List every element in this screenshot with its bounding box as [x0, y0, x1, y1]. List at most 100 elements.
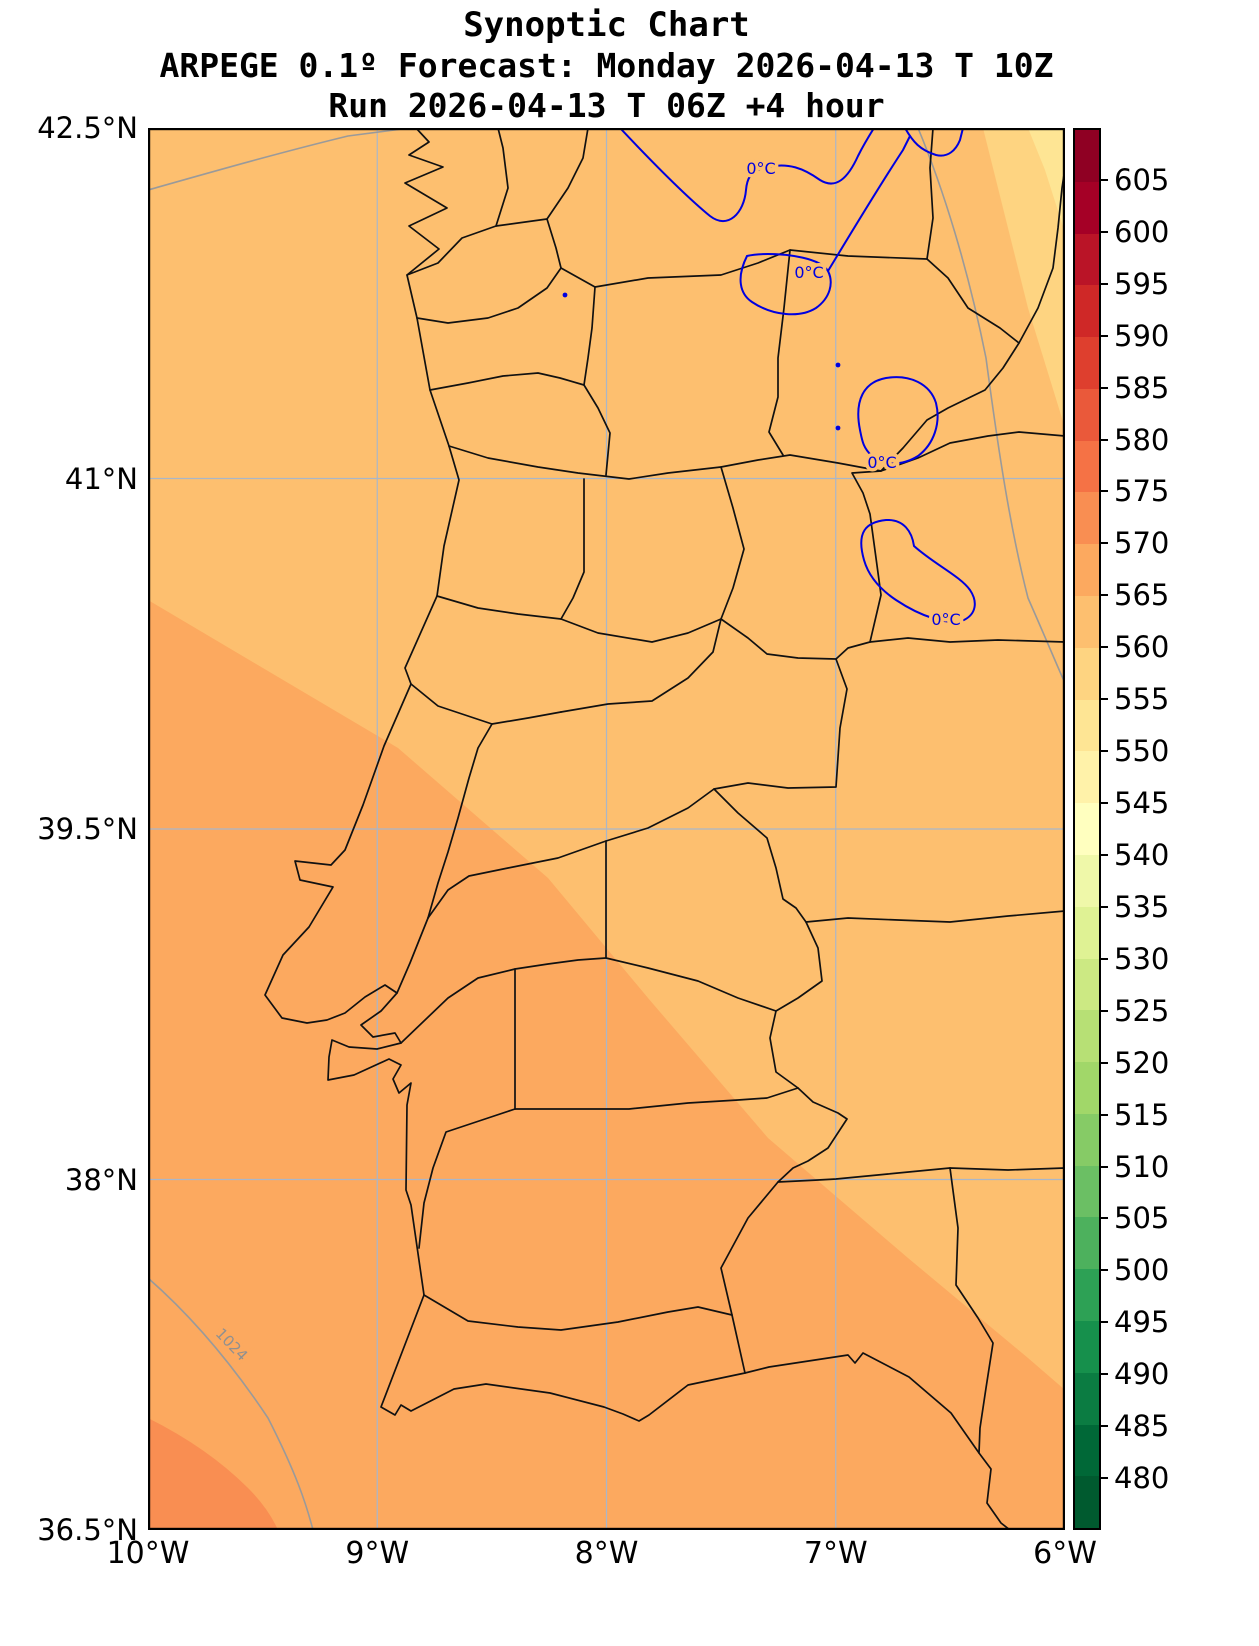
map-plot: 1024 — [148, 128, 1065, 1530]
colorbar-tick — [1101, 1165, 1108, 1168]
colorbar-segment — [1075, 1424, 1099, 1477]
colorbar-segment — [1075, 647, 1099, 700]
colorbar-segment — [1075, 854, 1099, 907]
isotherm-label-1: 0°C — [746, 159, 775, 178]
x-tick-label-10°W: 10°W — [106, 1536, 190, 1571]
field-zone-lighter — [983, 128, 1065, 428]
colorbar-tick-label-570: 570 — [1114, 526, 1170, 561]
colorbar-tick — [1101, 1477, 1108, 1480]
colorbar-tick-label-530: 530 — [1114, 941, 1170, 976]
isotherm-dot — [835, 362, 841, 368]
graticule — [148, 128, 1065, 1530]
colorbar-tick — [1101, 594, 1108, 597]
colorbar-tick-label-480: 480 — [1114, 1461, 1170, 1496]
isotherm-loop-lower — [860, 518, 976, 623]
colorbar-tick — [1101, 1269, 1108, 1272]
colorbar-tick-label-590: 590 — [1114, 318, 1170, 353]
colorbar-tick-label-555: 555 — [1114, 682, 1170, 717]
y-tick-label-38°N: 38°N — [64, 1162, 138, 1197]
isotherm-loop-upper — [739, 252, 832, 316]
chart-title: Synoptic Chart — [463, 5, 750, 45]
colorbar-tick-label-525: 525 — [1114, 993, 1170, 1028]
isotherm-line-north — [619, 128, 875, 223]
colorbar-tick — [1101, 542, 1108, 545]
isotherm-line-north-east — [904, 128, 964, 157]
colorbar-tick — [1101, 386, 1108, 389]
colorbar-tick-label-515: 515 — [1114, 1097, 1170, 1132]
colorbar-tick-label-575: 575 — [1114, 474, 1170, 509]
coastline-and-borders — [264, 128, 1065, 1530]
colorbar-segment — [1075, 544, 1099, 597]
colorbar-tick-label-600: 600 — [1114, 214, 1170, 249]
colorbar — [1073, 128, 1101, 1530]
colorbar-tick — [1101, 1217, 1108, 1220]
colorbar-tick-label-605: 605 — [1114, 162, 1170, 197]
colorbar-tick — [1101, 1321, 1108, 1324]
colorbar-segments — [1075, 130, 1099, 1529]
colorbar-tick-label-585: 585 — [1114, 370, 1170, 405]
x-tick-label-8°W: 8°W — [574, 1536, 639, 1571]
colorbar-tick — [1101, 802, 1108, 805]
colorbar-segment — [1075, 130, 1099, 182]
colorbar-segment — [1075, 1113, 1099, 1166]
zero-isotherm-contours: 0°C 0°C 0°C 0°C — [562, 128, 976, 633]
colorbar-segment — [1075, 906, 1099, 959]
colorbar-tick-label-500: 500 — [1114, 1253, 1170, 1288]
isotherm-tail — [827, 135, 911, 272]
isobar-line-northwest — [148, 128, 411, 191]
y-tick-label-39.5°N: 39.5°N — [37, 812, 138, 846]
isotherm-label-4: 0°C — [931, 610, 960, 629]
isotherm-label-3: 0°C — [867, 453, 896, 472]
chart-run-info: Run 2026-04-13 T 06Z +4 hour — [328, 86, 885, 125]
isotherm-loop-middle — [857, 376, 939, 465]
colorbar-segment — [1075, 233, 1099, 286]
colorbar-tick-label-505: 505 — [1114, 1201, 1170, 1236]
colorbar-segment — [1075, 958, 1099, 1011]
colorbar-segment — [1075, 1165, 1099, 1218]
colorbar-segment — [1075, 1062, 1099, 1114]
colorbar-tick — [1101, 230, 1108, 233]
colorbar-tick-label-565: 565 — [1114, 578, 1170, 613]
colorbar-tick — [1101, 178, 1108, 181]
y-tick-label-41°N: 41°N — [64, 461, 138, 496]
chart-subtitle: ARPEGE 0.1º Forecast: Monday 2026-04-13 … — [159, 46, 1054, 85]
colorbar-tick — [1101, 490, 1108, 493]
colorbar-tick — [1101, 282, 1108, 285]
colorbar-segment — [1075, 388, 1099, 441]
isobar-line-east — [917, 128, 1065, 684]
field-zone-lightest — [1028, 128, 1065, 233]
colorbar-tick — [1101, 334, 1108, 337]
colorbar-tick-label-540: 540 — [1114, 837, 1170, 872]
colorbar-tick — [1101, 1009, 1108, 1012]
colorbar-tick-label-545: 545 — [1114, 786, 1170, 821]
colorbar-segment — [1075, 1269, 1099, 1321]
colorbar-tick — [1101, 1113, 1108, 1116]
portugal-spain-border — [406, 218, 1020, 1374]
colorbar-tick — [1101, 646, 1108, 649]
y-tick-label-36.5°N: 36.5°N — [37, 1513, 138, 1547]
colorbar-segment — [1075, 285, 1099, 338]
colorbar-tick-label-485: 485 — [1114, 1409, 1170, 1444]
isobar-line-1024 — [148, 1277, 314, 1530]
x-tick-label-9°W: 9°W — [345, 1536, 410, 1571]
colorbar-segment — [1075, 803, 1099, 855]
colorbar-segment — [1075, 1372, 1099, 1425]
colorbar-segment — [1075, 1320, 1099, 1373]
x-tick-label-7°W: 7°W — [803, 1536, 868, 1571]
colorbar-segment — [1075, 699, 1099, 752]
colorbar-tick-label-595: 595 — [1114, 266, 1170, 301]
colorbar-tick — [1101, 1373, 1108, 1376]
isotherm-dot — [562, 292, 568, 298]
colorbar-tick — [1101, 905, 1108, 908]
colorbar-tick-label-520: 520 — [1114, 1045, 1170, 1080]
colorbar-tick — [1101, 698, 1108, 701]
colorbar-segment — [1075, 596, 1099, 648]
isotherm-dot — [835, 425, 841, 431]
chart-titles: Synoptic Chart ARPEGE 0.1º Forecast: Mon… — [148, 5, 1065, 126]
colorbar-tick-label-490: 490 — [1114, 1357, 1170, 1392]
colorbar-segment — [1075, 181, 1099, 234]
colorbar-tick-label-580: 580 — [1114, 422, 1170, 457]
colorbar-segment — [1075, 1217, 1099, 1270]
colorbar-tick-label-560: 560 — [1114, 630, 1170, 665]
